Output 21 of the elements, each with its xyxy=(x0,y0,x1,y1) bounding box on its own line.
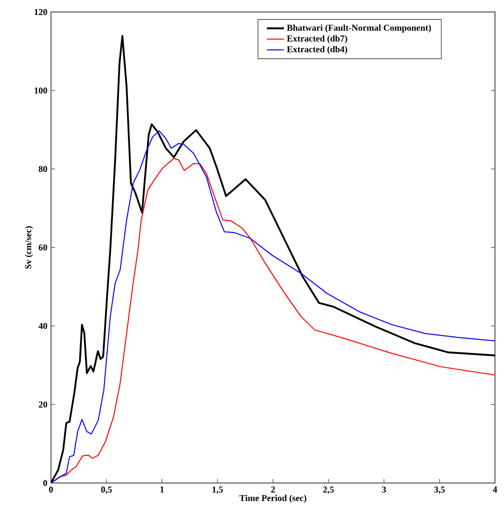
y-tick-label: 60 xyxy=(38,244,48,251)
legend-label: Extracted (db7) xyxy=(286,35,348,44)
x-tick-label: 3,5 xyxy=(434,486,445,494)
legend-label: Extracted (db4) xyxy=(286,46,348,54)
x-tick-label: 1 xyxy=(160,486,164,492)
y-axis-title: Sv (cm/sec) xyxy=(24,226,34,269)
x-tick-label: 3 xyxy=(382,486,386,493)
x-tick-label: 0 xyxy=(49,486,53,493)
x-axis-title: Time Period (sec) xyxy=(239,494,306,503)
y-tick-label: 0 xyxy=(43,480,48,486)
x-tick-label: 0,5 xyxy=(101,486,112,494)
y-tick-label: 40 xyxy=(38,322,48,330)
y-tick-label: 80 xyxy=(38,166,48,172)
legend-label: Bhatwari (Fault-Normal Component) xyxy=(286,24,431,33)
y-tick-label: 100 xyxy=(34,87,48,94)
x-tick-label: 2 xyxy=(271,486,275,492)
x-tick-label: 1,5 xyxy=(212,486,223,494)
y-tick-label: 20 xyxy=(38,401,48,408)
x-tick-label: 2,5 xyxy=(323,486,334,494)
x-tick-label: 4 xyxy=(492,486,498,492)
y-tick-label: 120 xyxy=(34,8,48,16)
